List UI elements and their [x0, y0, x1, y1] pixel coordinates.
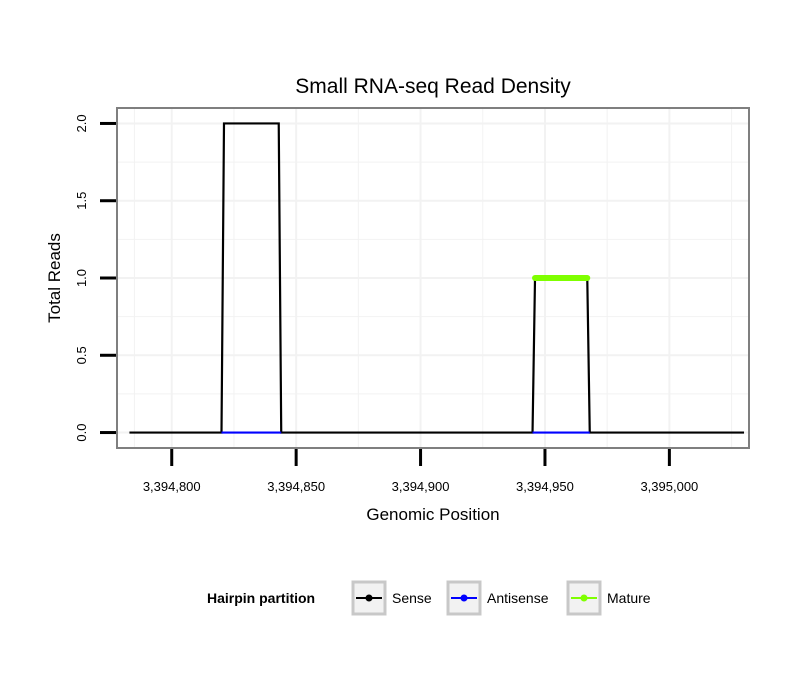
legend-key-point-0: [365, 594, 373, 602]
x-tick-label-0: 3,394,800: [143, 479, 201, 494]
y-axis-title: Total Reads: [45, 233, 64, 323]
x-axis: 3,394,800 3,394,850 3,394,900 3,394,950 3,39…: [143, 449, 698, 494]
legend-label-2: Mature: [607, 590, 651, 606]
y-tick-label-1: 0.5: [74, 346, 89, 364]
grid: [117, 108, 749, 448]
legend-key-point-2: [580, 594, 588, 602]
y-tick-label-4: 2.0: [74, 114, 89, 132]
legend-label-0: Sense: [392, 590, 432, 606]
legend-title: Hairpin partition: [207, 590, 315, 606]
x-tick-label-1: 3,394,850: [267, 479, 325, 494]
x-tick-label-4: 3,395,000: [640, 479, 698, 494]
plot-border: [116, 107, 750, 449]
y-tick-label-3: 1.5: [74, 192, 89, 210]
y-tick-label-2: 1.0: [74, 269, 89, 287]
legend-items: Sense Antisense Mature: [351, 580, 651, 616]
legend-label-1: Antisense: [487, 590, 549, 606]
series-sense-line: [129, 122, 745, 434]
legend: Hairpin partition Sense Antisense Mature: [207, 580, 651, 616]
y-axis: 0.0 0.5 1.0 1.5 2.0: [74, 114, 116, 442]
y-tick-label-0: 0.0: [74, 424, 89, 442]
legend-key-point-1: [460, 594, 468, 602]
x-tick-label-3: 3,394,950: [516, 479, 574, 494]
chart-title: Small RNA-seq Read Density: [295, 75, 571, 98]
x-tick-label-2: 3,394,900: [392, 479, 450, 494]
x-axis-title: Genomic Position: [366, 505, 499, 524]
series-layer: [129, 122, 745, 434]
